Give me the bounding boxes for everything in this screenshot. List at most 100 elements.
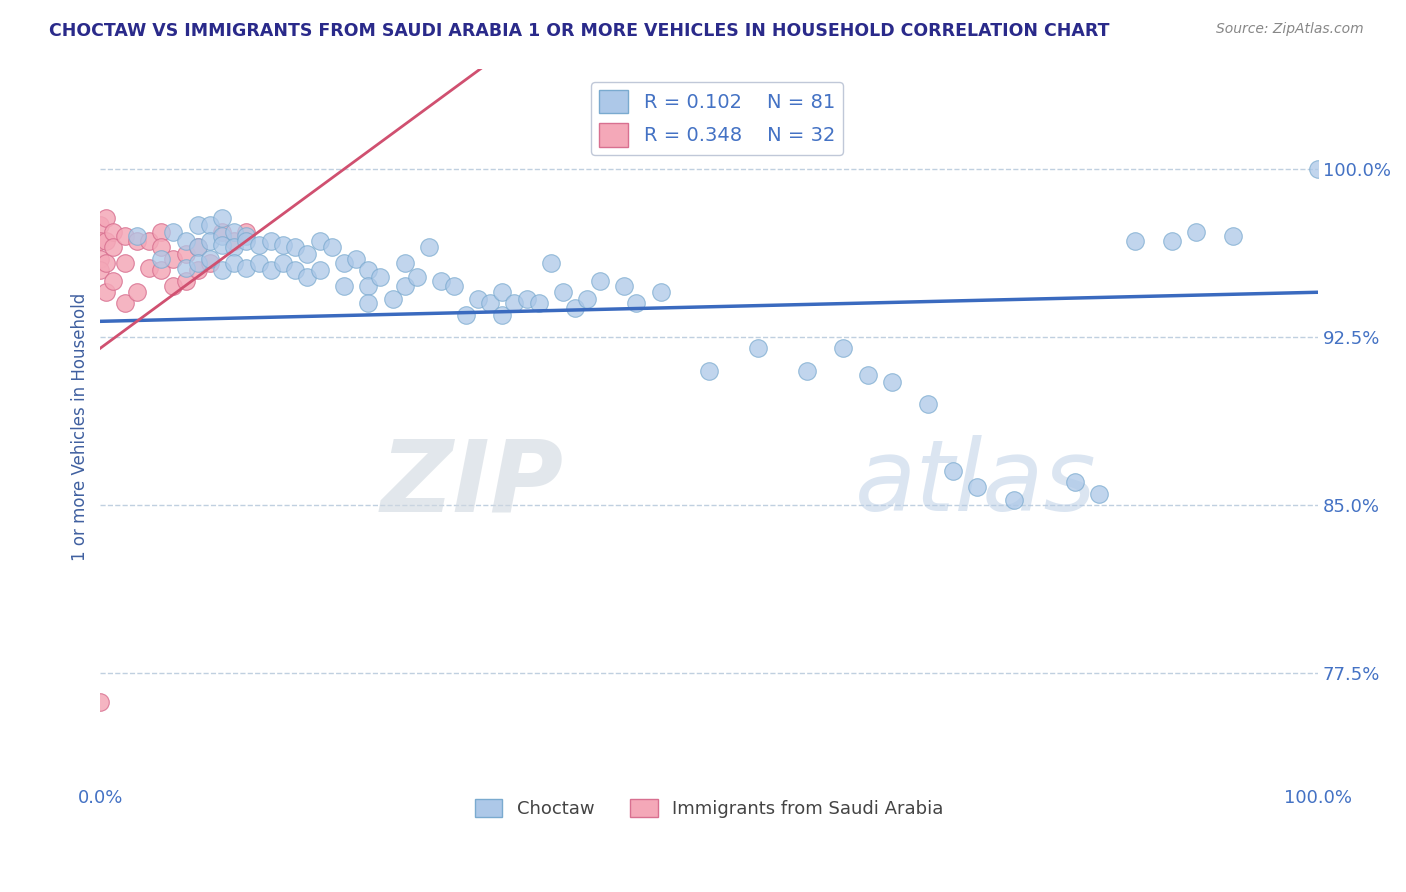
Point xyxy=(697,363,720,377)
Point xyxy=(235,229,257,244)
Point xyxy=(321,240,343,254)
Point xyxy=(454,308,477,322)
Point xyxy=(89,695,111,709)
Text: atlas: atlas xyxy=(855,435,1097,533)
Point xyxy=(1002,493,1025,508)
Point xyxy=(333,278,356,293)
Point xyxy=(89,252,111,266)
Point xyxy=(297,247,319,261)
Point xyxy=(344,252,367,266)
Point xyxy=(198,252,221,266)
Text: CHOCTAW VS IMMIGRANTS FROM SAUDI ARABIA 1 OR MORE VEHICLES IN HOUSEHOLD CORRELAT: CHOCTAW VS IMMIGRANTS FROM SAUDI ARABIA … xyxy=(49,22,1109,40)
Point xyxy=(96,211,118,226)
Point xyxy=(187,218,209,232)
Point xyxy=(101,225,124,239)
Point xyxy=(796,363,818,377)
Point xyxy=(1063,475,1085,490)
Point xyxy=(394,278,416,293)
Point xyxy=(224,256,246,270)
Point xyxy=(284,263,307,277)
Point xyxy=(247,256,270,270)
Point xyxy=(308,234,330,248)
Point xyxy=(138,234,160,248)
Point xyxy=(467,292,489,306)
Point xyxy=(613,278,636,293)
Point xyxy=(503,296,526,310)
Point xyxy=(150,263,173,277)
Point xyxy=(114,229,136,244)
Point xyxy=(89,263,111,277)
Point xyxy=(211,225,233,239)
Point xyxy=(880,375,903,389)
Point xyxy=(235,234,257,248)
Point xyxy=(1125,234,1147,248)
Point xyxy=(1185,225,1208,239)
Point xyxy=(125,285,148,300)
Point xyxy=(174,274,197,288)
Point xyxy=(540,256,562,270)
Point xyxy=(357,263,380,277)
Point xyxy=(150,240,173,254)
Text: ZIP: ZIP xyxy=(380,435,564,533)
Point xyxy=(624,296,647,310)
Point xyxy=(357,278,380,293)
Point xyxy=(198,234,221,248)
Point xyxy=(89,234,111,248)
Point xyxy=(174,234,197,248)
Point xyxy=(357,296,380,310)
Point xyxy=(297,269,319,284)
Point xyxy=(1088,486,1111,500)
Point xyxy=(96,234,118,248)
Point xyxy=(260,263,283,277)
Point xyxy=(370,269,392,284)
Point xyxy=(174,260,197,275)
Point xyxy=(394,256,416,270)
Point xyxy=(260,234,283,248)
Point xyxy=(150,252,173,266)
Point xyxy=(96,285,118,300)
Point xyxy=(235,260,257,275)
Point xyxy=(1308,162,1330,177)
Point xyxy=(479,296,502,310)
Point xyxy=(187,256,209,270)
Point xyxy=(491,285,513,300)
Point xyxy=(101,240,124,254)
Point xyxy=(211,229,233,244)
Point xyxy=(564,301,586,315)
Point xyxy=(162,225,184,239)
Point xyxy=(101,274,124,288)
Point xyxy=(211,238,233,252)
Point xyxy=(187,240,209,254)
Point xyxy=(224,234,246,248)
Point xyxy=(1161,234,1184,248)
Y-axis label: 1 or more Vehicles in Household: 1 or more Vehicles in Household xyxy=(72,293,89,560)
Point xyxy=(125,234,148,248)
Point xyxy=(443,278,465,293)
Point xyxy=(211,211,233,226)
Point xyxy=(271,238,294,252)
Point xyxy=(125,229,148,244)
Point xyxy=(527,296,550,310)
Point xyxy=(247,238,270,252)
Point xyxy=(271,256,294,270)
Point xyxy=(553,285,575,300)
Point xyxy=(308,263,330,277)
Point xyxy=(187,240,209,254)
Point xyxy=(418,240,440,254)
Point xyxy=(150,225,173,239)
Point xyxy=(198,256,221,270)
Point xyxy=(747,341,769,355)
Point xyxy=(89,218,111,232)
Point xyxy=(284,240,307,254)
Point xyxy=(917,397,939,411)
Point xyxy=(224,240,246,254)
Text: Source: ZipAtlas.com: Source: ZipAtlas.com xyxy=(1216,22,1364,37)
Point xyxy=(174,247,197,261)
Point xyxy=(198,218,221,232)
Point xyxy=(235,225,257,239)
Point xyxy=(96,256,118,270)
Point xyxy=(138,260,160,275)
Point xyxy=(406,269,429,284)
Point xyxy=(942,464,965,478)
Point xyxy=(333,256,356,270)
